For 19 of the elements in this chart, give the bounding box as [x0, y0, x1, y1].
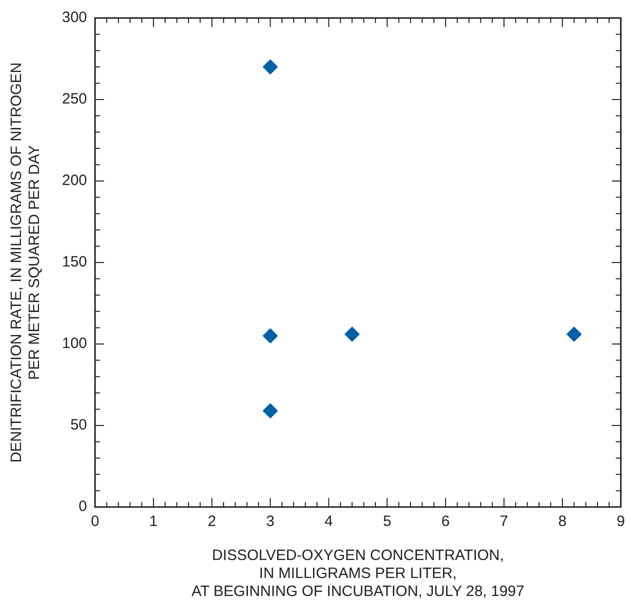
y-tick-label: 200	[62, 172, 88, 190]
x-tick-label: 9	[616, 513, 625, 530]
x-tick-label: 1	[149, 513, 158, 530]
y-tick-label: 50	[70, 416, 88, 434]
y-tick-label: 300	[62, 9, 88, 26]
y-tick-label: 250	[62, 90, 88, 108]
x-tick-label: 4	[324, 513, 333, 530]
y-tick-label: 0	[78, 498, 88, 516]
y-tick-label: 100	[62, 335, 88, 352]
y-tick-label: 150	[62, 254, 88, 271]
x-tick-label: 5	[382, 513, 392, 530]
x-tick-label: 6	[441, 513, 450, 530]
x-tick-label: 3	[266, 513, 274, 530]
x-axis-title: DISSOLVED-OXYGEN CONCENTRATION, IN MILLIGRAMS PER LITER, AT BEGINNING OF INCUBATION, JULY 28, 1997	[191, 547, 524, 600]
x-tick-label: 0	[90, 513, 100, 530]
x-tick-label: 8	[558, 513, 567, 530]
x-tick-label: 2	[208, 513, 216, 530]
x-tick-label: 7	[500, 513, 508, 530]
y-axis-title: DENITRIFICATION RATE, IN MILLIGRAMS OF NITROGEN PER METER SQUARED PER DAY	[8, 62, 44, 463]
